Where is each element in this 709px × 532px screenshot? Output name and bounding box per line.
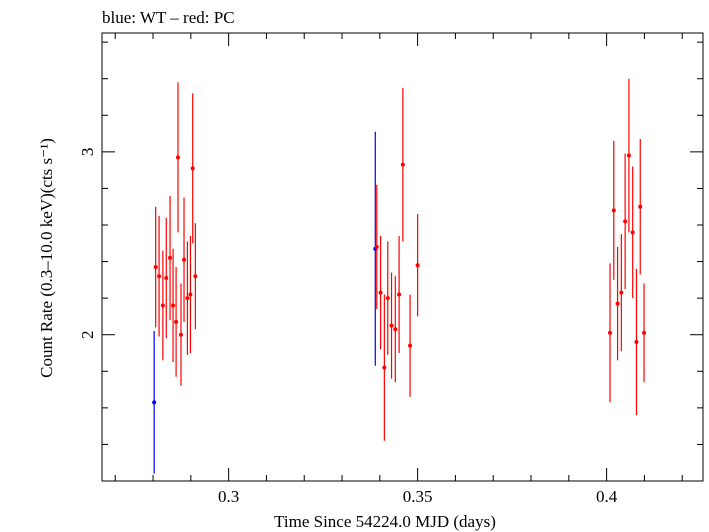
data-point xyxy=(152,331,157,474)
data-point xyxy=(188,235,193,353)
point-marker xyxy=(164,276,169,281)
data-point xyxy=(634,268,639,416)
point-marker xyxy=(626,153,631,158)
data-point xyxy=(615,246,620,361)
point-marker xyxy=(608,330,613,335)
point-marker xyxy=(623,219,628,224)
point-marker xyxy=(178,332,183,337)
data-point xyxy=(193,223,198,330)
point-marker xyxy=(619,290,624,295)
data-point xyxy=(190,93,195,244)
x-tick-label: 0.4 xyxy=(596,487,618,506)
data-point xyxy=(374,184,379,310)
data-point xyxy=(182,197,187,322)
data-point xyxy=(623,153,628,289)
point-marker xyxy=(638,204,643,209)
point-marker xyxy=(185,296,190,301)
point-marker xyxy=(393,327,398,332)
data-point xyxy=(178,283,183,386)
data-point xyxy=(415,214,420,317)
data-point xyxy=(626,78,631,233)
point-marker xyxy=(174,319,179,324)
point-marker xyxy=(397,292,402,297)
data-point xyxy=(175,82,180,233)
data-point xyxy=(408,294,413,397)
point-marker xyxy=(190,166,195,171)
data-point xyxy=(619,234,624,352)
data-point xyxy=(157,215,162,337)
point-marker xyxy=(634,340,639,345)
point-marker xyxy=(193,274,198,279)
data-points xyxy=(152,78,647,474)
chart-title: blue: WT – red: PC xyxy=(102,8,235,27)
point-marker xyxy=(385,296,390,301)
point-marker xyxy=(168,255,173,260)
data-point xyxy=(153,206,158,328)
plot-border xyxy=(101,32,704,482)
x-axis-label: Time Since 54224.0 MJD (days) xyxy=(274,512,496,531)
point-marker xyxy=(642,330,647,335)
point-marker xyxy=(400,162,405,167)
point-marker xyxy=(374,244,379,249)
plot-frame xyxy=(101,32,704,482)
data-point xyxy=(164,217,169,339)
point-marker xyxy=(160,303,165,308)
data-point xyxy=(393,276,398,383)
point-marker xyxy=(188,292,193,297)
point-marker xyxy=(611,208,616,213)
data-point xyxy=(397,235,402,353)
y-tick-label: 2 xyxy=(78,330,97,339)
point-marker xyxy=(615,301,620,306)
data-point xyxy=(185,241,190,355)
data-point xyxy=(174,267,179,377)
data-point xyxy=(389,272,394,379)
point-marker xyxy=(171,303,176,308)
y-axis-label: Count Rate (0.3–10.0 keV)(cts s⁻¹) xyxy=(37,138,56,378)
data-point xyxy=(168,195,173,321)
point-marker xyxy=(153,265,158,270)
point-marker xyxy=(389,323,394,328)
data-point xyxy=(608,263,613,403)
data-point xyxy=(638,139,643,275)
point-marker xyxy=(408,343,413,348)
point-marker xyxy=(378,290,383,295)
x-tick-label: 0.3 xyxy=(218,487,239,506)
point-marker xyxy=(182,257,187,262)
data-point xyxy=(171,248,176,363)
point-marker xyxy=(152,400,157,405)
point-marker xyxy=(382,365,387,370)
data-point xyxy=(642,283,647,383)
data-point xyxy=(160,250,165,361)
point-marker xyxy=(630,230,635,235)
point-marker xyxy=(157,274,162,279)
data-point xyxy=(611,140,616,280)
data-point xyxy=(378,235,383,350)
x-tick-label: 0.35 xyxy=(403,487,433,506)
data-point xyxy=(630,166,635,299)
data-point xyxy=(385,241,390,355)
data-point xyxy=(400,87,405,242)
point-marker xyxy=(175,155,180,160)
y-tick-label: 3 xyxy=(78,148,97,157)
axis-ticks: 0.3 0.35 0.4 2 3 xyxy=(78,33,703,506)
data-point xyxy=(382,294,387,441)
point-marker xyxy=(415,263,420,268)
